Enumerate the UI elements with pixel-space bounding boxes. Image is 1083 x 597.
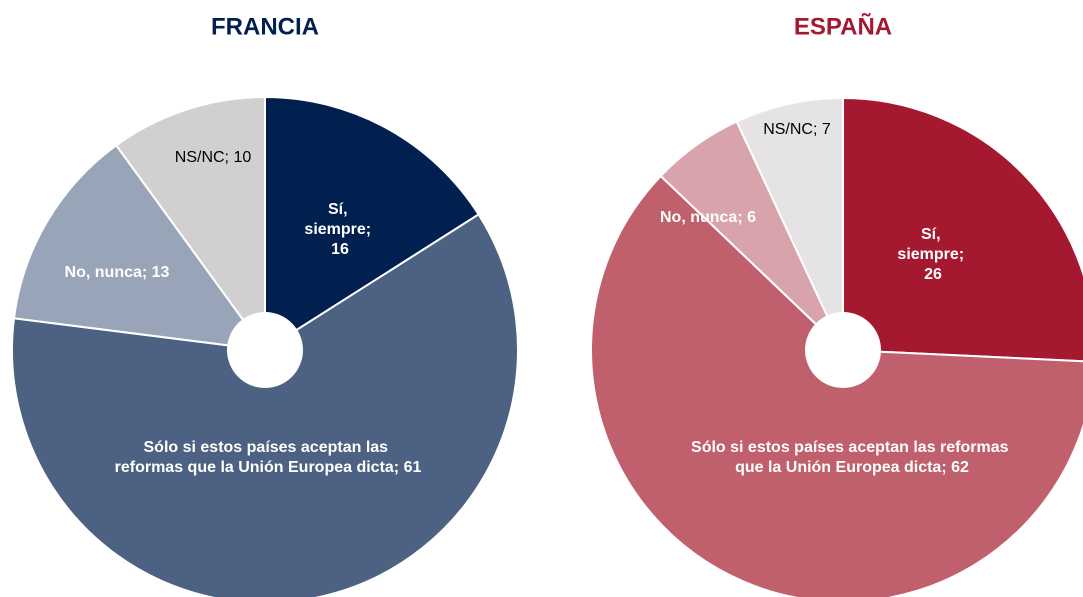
slice [264, 95, 480, 352]
slice [12, 143, 268, 352]
slice [735, 96, 844, 351]
donut-hole [805, 312, 881, 388]
data-label: No, nunca; 6 [660, 209, 756, 226]
data-label: Sí, siempre; 16 [304, 201, 375, 258]
data-label: NS/NC; 7 [763, 121, 831, 138]
data-label: No, nunca; 13 [65, 264, 170, 281]
chart-title: ESPAÑA [794, 12, 892, 40]
slice [114, 95, 266, 354]
data-label: Sólo si estos países aceptan las reforma… [115, 439, 422, 476]
data-label: Sólo si estos países aceptan las reforma… [691, 439, 1013, 476]
chart-title: FRANCIA [211, 13, 319, 40]
data-label: NS/NC; 10 [175, 149, 252, 166]
slice [842, 96, 1083, 363]
data-label: Sí, siempre; 26 [897, 226, 968, 283]
donut-hole [227, 312, 303, 388]
